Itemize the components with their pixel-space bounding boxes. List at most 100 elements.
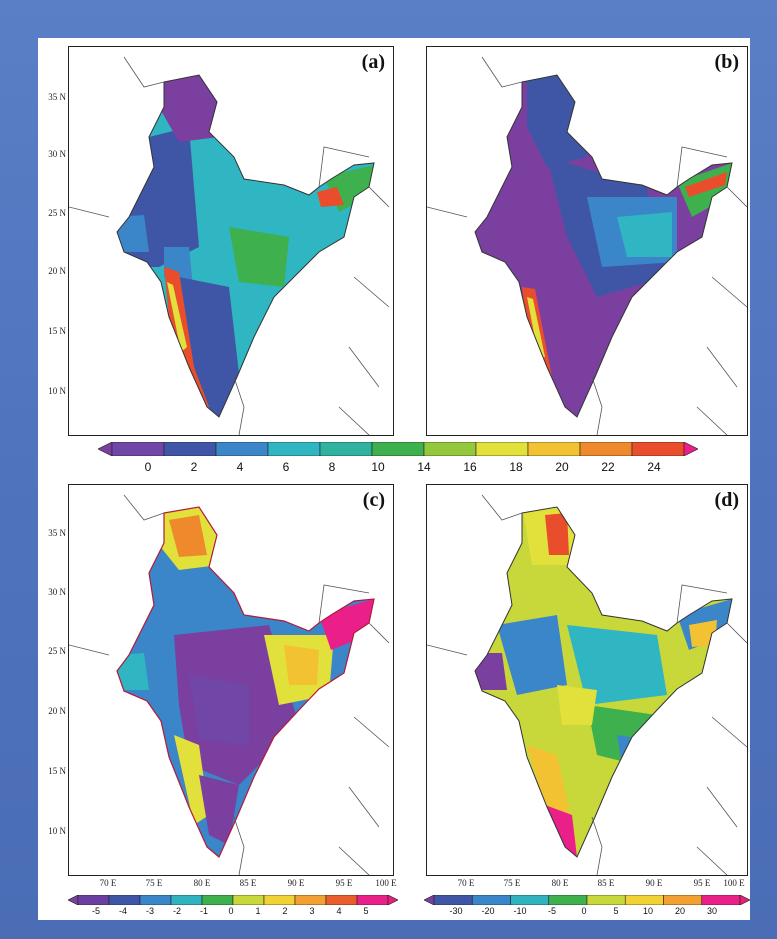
cb-d-tick: -30 <box>449 906 463 916</box>
colorbar-top-segment <box>527 442 581 456</box>
map-panel-c: (c) <box>68 484 394 876</box>
colorbar-top-cap-left <box>98 442 113 456</box>
colorbar-top-segment <box>475 442 529 456</box>
panel-label-b: (b) <box>714 51 739 73</box>
colorbar-d-segment <box>510 895 550 905</box>
lon-tick: 80 E <box>551 878 569 888</box>
lon-tick: 85 E <box>239 878 257 888</box>
lon-tick: 70 E <box>99 878 117 888</box>
colorbar-c-labels: -5 -4 -3 -2 -1 0 1 2 3 4 5 <box>68 906 398 918</box>
colorbar-c-segment <box>139 895 172 905</box>
cb-top-tick: 24 <box>647 460 661 474</box>
lon-axis-d: 70 E 75 E 80 E 85 E 90 E 95 E 100 E <box>426 878 746 890</box>
colorbar-d-cap-right <box>739 895 750 905</box>
colorbar-d-segment <box>433 895 473 905</box>
lon-tick: 100 E <box>375 878 397 888</box>
lat-tick-15: 15 N <box>48 766 66 776</box>
colorbar-d-segment <box>471 895 511 905</box>
cb-top-tick: 20 <box>555 460 569 474</box>
lat-tick-10: 10 N <box>48 826 66 836</box>
colorbar-top-segment <box>423 442 477 456</box>
colorbar-d-segment <box>548 895 588 905</box>
cb-d-tick: 10 <box>642 906 654 916</box>
cb-c-tick: 4 <box>336 906 342 916</box>
colorbar-c-segment <box>170 895 203 905</box>
colorbar-c-cap-right <box>387 895 398 905</box>
panel-label-d: (d) <box>714 489 739 511</box>
colorbar-c-segment <box>325 895 358 905</box>
cb-c-tick: -2 <box>172 906 182 916</box>
colorbar-top-segment <box>579 442 633 456</box>
colorbar-d-cap-left <box>424 895 435 905</box>
colorbar-top-segment <box>163 442 217 456</box>
cb-d-tick: 0 <box>581 906 587 916</box>
lon-tick: 100 E <box>723 878 745 888</box>
colorbar-top-segment <box>267 442 321 456</box>
cb-c-tick: 2 <box>282 906 288 916</box>
map-panel-b: (b) <box>426 46 748 436</box>
colorbar-top-segment <box>111 442 165 456</box>
cb-c-tick: 3 <box>309 906 315 916</box>
lat-tick-30: 30 N <box>48 587 66 597</box>
colorbar-top-labels: 0 2 4 6 8 10 14 16 18 20 22 24 <box>98 460 698 476</box>
india-map-b <box>427 56 747 435</box>
colorbar-c <box>68 895 398 905</box>
colorbar-c-segment <box>356 895 389 905</box>
colorbar-d-segment <box>624 895 664 905</box>
colorbar-top-segment <box>215 442 269 456</box>
india-map-a <box>69 56 390 435</box>
lat-axis-bottom: 35 N 30 N 25 N 20 N 15 N 10 N <box>38 484 66 874</box>
lon-tick: 90 E <box>287 878 305 888</box>
cb-d-tick: 5 <box>613 906 619 916</box>
lon-axis-c: 70 E 75 E 80 E 85 E 90 E 95 E 100 E <box>68 878 397 890</box>
colorbar-c-segment <box>77 895 110 905</box>
colorbar-top-segment <box>371 442 425 456</box>
cb-c-tick: 1 <box>255 906 261 916</box>
cb-d-tick: -20 <box>481 906 495 916</box>
lat-tick-25: 25 N <box>48 208 66 218</box>
cb-top-tick: 0 <box>144 460 152 474</box>
cb-top-tick: 2 <box>190 460 198 474</box>
cb-c-tick: -1 <box>199 906 209 916</box>
cb-c-tick: -5 <box>91 906 101 916</box>
cb-top-tick: 10 <box>371 460 385 474</box>
colorbar-c-segment <box>201 895 234 905</box>
lon-tick: 90 E <box>645 878 663 888</box>
colorbar-c-segment <box>108 895 141 905</box>
colorbar-d-segment <box>701 895 741 905</box>
cb-c-tick: -3 <box>145 906 155 916</box>
colorbar-d <box>424 895 750 905</box>
cb-top-tick: 18 <box>509 460 523 474</box>
colorbar-top-segment <box>319 442 373 456</box>
cb-c-tick: 0 <box>228 906 234 916</box>
cb-top-tick: 4 <box>236 460 244 474</box>
colorbar-c-segment <box>232 895 265 905</box>
panel-label-a: (a) <box>361 51 385 73</box>
lon-tick: 80 E <box>193 878 211 888</box>
cb-d-tick: 30 <box>706 906 718 916</box>
lat-tick-15: 15 N <box>48 326 66 336</box>
cb-top-tick: 6 <box>282 460 290 474</box>
lat-tick-25: 25 N <box>48 646 66 656</box>
cb-d-tick: 20 <box>674 906 686 916</box>
cb-c-tick: 5 <box>363 906 369 916</box>
lon-tick: 85 E <box>597 878 615 888</box>
colorbar-d-labels: -30 -20 -10 -5 0 5 10 20 30 <box>424 906 750 918</box>
colorbar-top-cap-right <box>683 442 698 456</box>
colorbar-top <box>98 442 698 456</box>
colorbar-c-segment <box>294 895 327 905</box>
lat-tick-30: 30 N <box>48 149 66 159</box>
lat-tick-35: 35 N <box>48 528 66 538</box>
lon-tick: 95 E <box>335 878 353 888</box>
cb-top-tick: 22 <box>601 460 615 474</box>
lon-tick: 75 E <box>145 878 163 888</box>
lon-tick: 75 E <box>503 878 521 888</box>
map-panel-d: (d) <box>426 484 748 876</box>
colorbar-c-cap-left <box>68 895 79 905</box>
map-panel-a: (a) <box>68 46 394 436</box>
cb-d-tick: -10 <box>513 906 527 916</box>
lon-tick: 95 E <box>693 878 711 888</box>
cb-c-tick: -4 <box>118 906 128 916</box>
india-map-d <box>427 494 747 875</box>
india-map-c <box>69 494 390 875</box>
